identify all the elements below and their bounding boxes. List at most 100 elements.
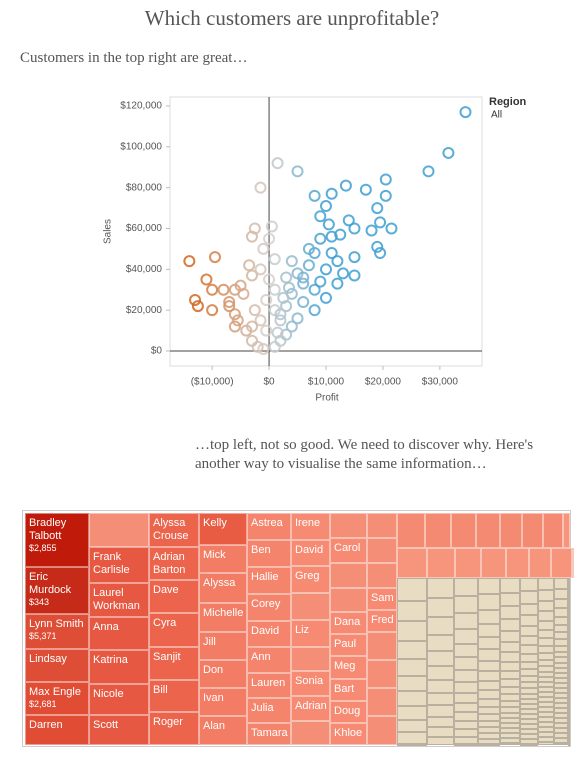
point [331, 277, 344, 290]
point [314, 275, 327, 288]
treemap-cell [537, 707, 554, 713]
point [348, 251, 361, 264]
treemap-cell [330, 563, 367, 588]
point [308, 189, 321, 202]
treemap-cell [519, 591, 538, 604]
point [277, 291, 290, 304]
treemap-cell [553, 717, 568, 723]
treemap-cell: Nicole [89, 684, 149, 715]
treemap-cell [553, 608, 568, 617]
treemap-cell [397, 600, 427, 622]
scatter-chart: $0 $20,000 $40,000 $60,000 $80,000 $100,000 $1… [103, 96, 527, 404]
cell-label: Alyssa Crouse [153, 517, 189, 542]
treemap-cell [500, 727, 520, 733]
treemap-cell [553, 722, 568, 728]
treemap-cell [551, 548, 572, 578]
treemap-cell [478, 609, 501, 624]
treemap-cell [500, 619, 520, 632]
treemap-cell: Laurel Workman [89, 583, 149, 617]
x-axis-label: Profit [315, 393, 339, 404]
treemap-cell [519, 693, 538, 700]
treemap-cell: Greg [291, 566, 330, 593]
legend-title: Region [489, 96, 527, 108]
x-tick-label: ($10,000) [191, 377, 234, 388]
treemap-cell [397, 578, 427, 601]
treemap-cell [553, 697, 568, 703]
point [243, 259, 256, 272]
treemap-cell [553, 732, 568, 738]
treemap-cell [537, 712, 554, 718]
treemap-cell [367, 688, 397, 716]
treemap-cell [519, 739, 538, 745]
treemap-cell [367, 660, 397, 688]
treemap-cell [537, 659, 554, 667]
treemap-cell [478, 578, 501, 595]
treemap-cell [397, 743, 427, 746]
point [308, 283, 321, 296]
point [337, 267, 350, 280]
cell-label: Alyssa [203, 577, 236, 589]
plot-area [169, 96, 483, 367]
cell-label: Ben [251, 544, 271, 556]
treemap-cell [537, 666, 554, 672]
cell-label: Paul [334, 638, 357, 650]
treemap-cell [454, 712, 479, 722]
treemap-cell [553, 702, 568, 708]
treemap-cell [427, 693, 454, 706]
treemap-cell: Astrea [247, 513, 291, 540]
treemap-cell [567, 689, 570, 695]
point [422, 165, 435, 178]
point [228, 308, 241, 321]
treemap-cell [330, 513, 367, 538]
point [379, 173, 392, 186]
point [206, 304, 219, 317]
y-tick-label: $60,000 [126, 223, 163, 234]
treemap-cell: Irene [291, 513, 330, 540]
point [254, 314, 267, 327]
treemap-cell: Alyssa [199, 573, 247, 603]
treemap-cell: Darren [25, 715, 89, 745]
treemap-cell [567, 679, 570, 685]
cell-label: Sonia [295, 675, 324, 687]
point [291, 312, 304, 325]
treemap-cell [454, 729, 479, 737]
cell-label: Meg [334, 660, 356, 672]
point [254, 181, 267, 194]
treemap-cell [451, 513, 476, 548]
treemap-cell [553, 632, 568, 640]
point [374, 246, 387, 259]
treemap-cell: Scott [89, 715, 149, 745]
treemap-cell: Ivan [199, 688, 247, 716]
treemap-cell [478, 727, 501, 734]
treemap-cell [537, 638, 554, 647]
treemap-cell [537, 589, 554, 602]
point [274, 314, 287, 327]
treemap-cell: Liz [291, 620, 330, 647]
treemap-cell [367, 563, 397, 588]
cell-label: Dave [153, 584, 179, 596]
cell-label: Greg [295, 570, 320, 582]
cell-label: Michelle [203, 607, 244, 619]
point [302, 259, 315, 272]
y-tick-label: $100,000 [120, 141, 162, 152]
treemap-cell [500, 712, 520, 718]
treemap-cell [454, 596, 479, 614]
point [206, 283, 219, 296]
treemap-cell [519, 709, 538, 715]
treemap-cell [291, 721, 330, 745]
treemap-cell: Paul [330, 634, 367, 656]
treemap-cell [553, 588, 568, 599]
treemap-cell [567, 694, 570, 700]
point [271, 326, 284, 339]
treemap-cell [397, 691, 427, 706]
point [291, 165, 304, 178]
treemap-cell [537, 697, 554, 703]
treemap-cell: Corey [247, 594, 291, 621]
treemap-cell [330, 588, 367, 612]
treemap-cell: Alyssa Crouse [149, 513, 199, 547]
cell-label: Tamara [251, 727, 288, 739]
treemap-cell [537, 717, 554, 723]
treemap-cell [519, 724, 538, 730]
caption: …top left, not so good. We need to disco… [195, 437, 534, 472]
treemap-cell [478, 714, 501, 722]
